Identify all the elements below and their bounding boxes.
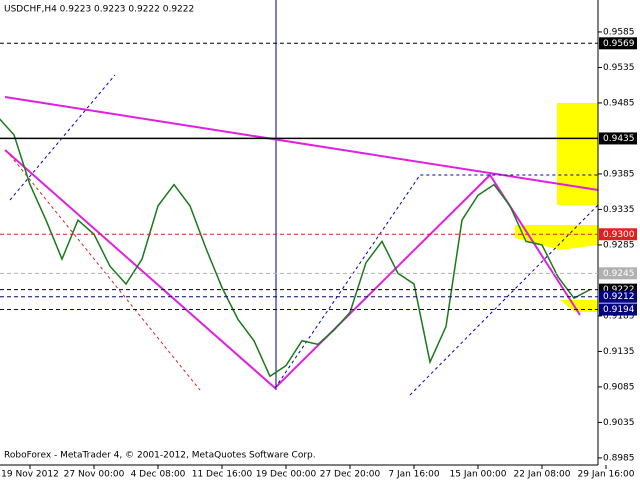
level-label: 0.9245 xyxy=(603,269,635,279)
y-tick-label: 0.8985 xyxy=(603,453,635,463)
x-tick-label: 11 Dec 16:00 xyxy=(192,470,253,480)
y-tick-label: 0.9335 xyxy=(603,205,635,215)
x-tick-label: 29 Jan 16:00 xyxy=(578,470,635,480)
level-label: 0.9569 xyxy=(603,39,635,49)
level-box xyxy=(599,290,637,303)
level-label: 0.9300 xyxy=(603,230,635,240)
level-label: 0.9212 xyxy=(603,292,635,302)
support-zone xyxy=(560,300,598,312)
price-line xyxy=(0,118,591,378)
level-label: 0.9435 xyxy=(603,134,635,144)
wave-line xyxy=(4,149,581,390)
level-box xyxy=(599,267,637,280)
y-tick-label: 0.9035 xyxy=(603,418,635,428)
x-tick-label: 27 Dec 20:00 xyxy=(320,470,381,480)
y-tick-label: 0.9535 xyxy=(603,63,635,73)
x-tick-label: 19 Dec 00:00 xyxy=(256,470,317,480)
y-tick-label: 0.9285 xyxy=(603,240,635,250)
level-box xyxy=(599,228,637,241)
y-tick-label: 0.9485 xyxy=(603,98,635,108)
plot xyxy=(0,118,591,378)
x-tick-label: 7 Jan 16:00 xyxy=(388,470,440,480)
triangle-zone xyxy=(515,225,598,250)
level-label: 0.9222 xyxy=(603,285,635,295)
y-tick-label: 0.9385 xyxy=(603,169,635,179)
x-tick-label: 27 Nov 00:00 xyxy=(64,470,125,480)
drawings xyxy=(4,0,599,396)
x-tick-label: 22 Jan 08:00 xyxy=(514,470,571,480)
level-box xyxy=(599,303,637,316)
x-tick-label: 19 Nov 2012 xyxy=(1,470,59,480)
level-box xyxy=(599,132,637,145)
level-box xyxy=(599,37,637,50)
y-tick-label: 0.9085 xyxy=(603,382,635,392)
y-tick-label: 0.9135 xyxy=(603,347,635,357)
channel-line xyxy=(9,154,201,391)
chart-title: USDCHF,H4 0.9223 0.9223 0.9222 0.9222 xyxy=(4,5,194,15)
x-tick-label: 15 Jan 00:00 xyxy=(450,470,507,480)
channel-line xyxy=(274,174,598,389)
channel-line xyxy=(409,204,599,396)
y-tick-label: 0.9585 xyxy=(603,27,635,37)
x-tick-label: 4 Dec 08:00 xyxy=(131,470,186,480)
level-label: 0.9194 xyxy=(603,305,635,315)
footer: RoboForex - MetaTrader 4, © 2001-2012, M… xyxy=(4,451,316,461)
y-tick-label: 0.9185 xyxy=(603,311,635,321)
